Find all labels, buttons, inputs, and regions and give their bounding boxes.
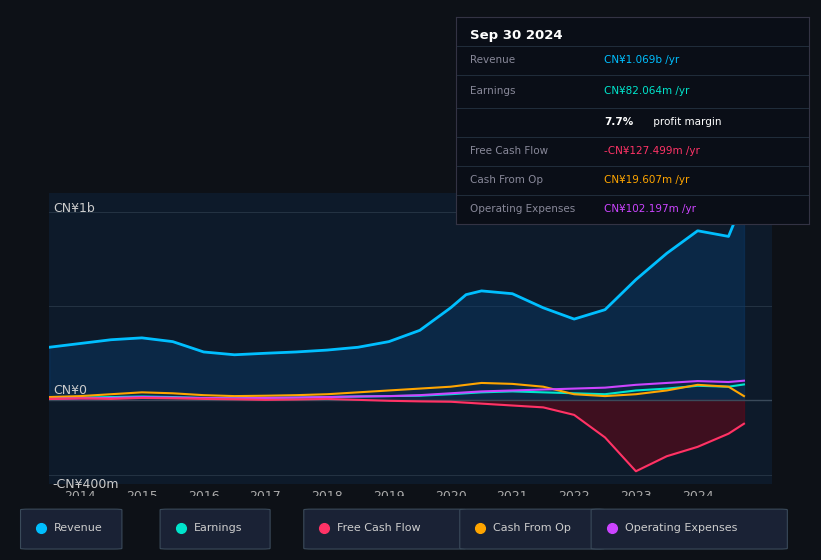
Text: Operating Expenses: Operating Expenses — [470, 204, 575, 214]
Text: profit margin: profit margin — [650, 118, 722, 128]
Text: Free Cash Flow: Free Cash Flow — [337, 523, 421, 533]
Text: Free Cash Flow: Free Cash Flow — [470, 147, 548, 156]
Text: CN¥82.064m /yr: CN¥82.064m /yr — [604, 86, 690, 96]
Text: CN¥0: CN¥0 — [53, 384, 87, 397]
Text: Earnings: Earnings — [194, 523, 242, 533]
Text: CN¥102.197m /yr: CN¥102.197m /yr — [604, 204, 696, 214]
Text: -CN¥127.499m /yr: -CN¥127.499m /yr — [604, 147, 699, 156]
Text: 7.7%: 7.7% — [604, 118, 633, 128]
Text: CN¥1b: CN¥1b — [53, 202, 94, 215]
Text: Revenue: Revenue — [54, 523, 103, 533]
Text: CN¥19.607m /yr: CN¥19.607m /yr — [604, 175, 690, 185]
Text: Sep 30 2024: Sep 30 2024 — [470, 29, 562, 42]
Text: Earnings: Earnings — [470, 86, 516, 96]
Text: CN¥1.069b /yr: CN¥1.069b /yr — [604, 55, 679, 66]
Text: Cash From Op: Cash From Op — [470, 175, 543, 185]
Text: -CN¥400m: -CN¥400m — [53, 478, 119, 491]
FancyBboxPatch shape — [21, 509, 122, 549]
FancyBboxPatch shape — [460, 509, 604, 549]
Text: Revenue: Revenue — [470, 55, 515, 66]
FancyBboxPatch shape — [591, 509, 787, 549]
FancyBboxPatch shape — [304, 509, 466, 549]
Text: Cash From Op: Cash From Op — [493, 523, 571, 533]
Text: Operating Expenses: Operating Expenses — [625, 523, 737, 533]
FancyBboxPatch shape — [160, 509, 270, 549]
